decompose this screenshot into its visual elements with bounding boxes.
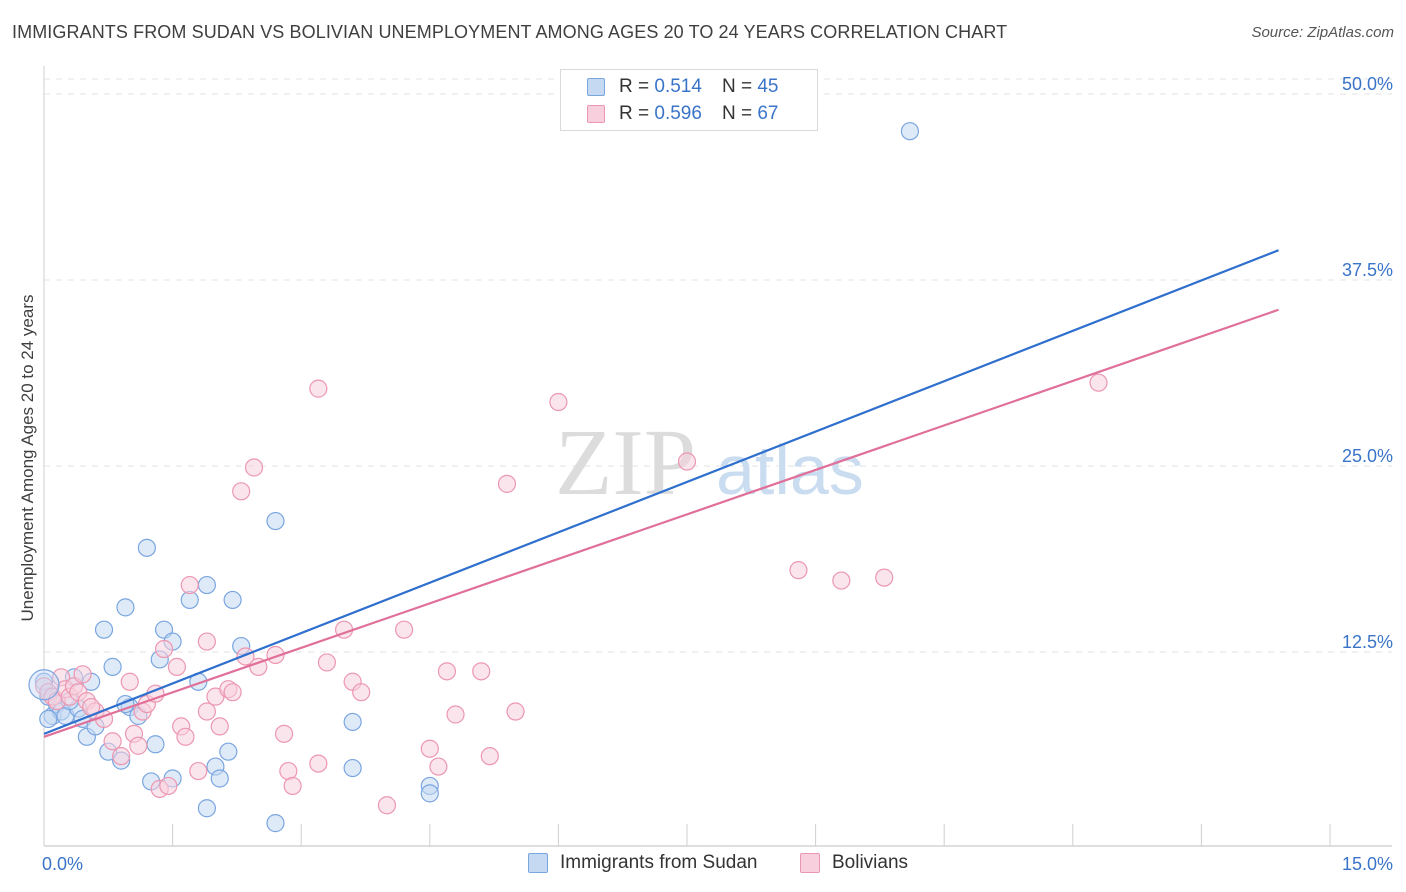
grid-layer	[44, 78, 1392, 653]
bolivian-point	[480, 747, 499, 766]
sudan-point	[146, 735, 165, 754]
points-layer	[28, 89, 1108, 833]
sudan-point	[103, 657, 122, 676]
sudan-point	[900, 122, 920, 141]
bolivian-point	[832, 571, 851, 590]
bolivian-point	[159, 776, 178, 796]
bolivian-point	[497, 474, 517, 493]
bolivian-point	[223, 683, 242, 702]
bolivian-point	[120, 672, 139, 691]
bolivian-point	[210, 717, 229, 736]
sudan-point	[137, 538, 156, 557]
bottom-legend-swatch-bolivians	[800, 853, 820, 873]
legend-row-bolivians: R = 0.596 N = 67	[587, 102, 778, 126]
legend-swatch-sudan	[587, 78, 605, 96]
sudan-point	[223, 590, 242, 610]
bolivian-point	[244, 458, 264, 477]
legend-swatch-bolivians	[587, 105, 605, 123]
bolivian-point	[677, 452, 697, 471]
sudan-point	[94, 620, 114, 639]
legend-r-value: 0.596	[654, 103, 702, 124]
x-tick-label: 15.0%	[1342, 854, 1393, 874]
bolivian-point	[112, 747, 131, 766]
y-tick-label: 12.5%	[1342, 632, 1393, 652]
bolivian-point	[377, 796, 397, 815]
tick-labels: 12.5% 25.0% 37.5% 50.0% 0.0% 15.0%	[42, 74, 1393, 874]
legend-n-value: 67	[757, 103, 779, 124]
bolivian-point	[446, 705, 465, 724]
y-tick-label: 25.0%	[1342, 446, 1393, 466]
sudan-point	[39, 709, 58, 729]
bolivian-point	[309, 754, 328, 773]
bolivian-point	[180, 575, 199, 595]
bolivian-point	[249, 657, 268, 676]
bolivian-point	[394, 620, 414, 639]
bolivian-point	[283, 776, 302, 796]
sudan-point	[197, 799, 216, 818]
bolivian-point	[103, 732, 122, 751]
sudan-trend-line	[43, 249, 1279, 735]
bolivian-point	[1089, 373, 1108, 392]
y-axis-label: Unemployment Among Ages 20 to 24 years	[18, 294, 37, 622]
bolivian-point	[274, 724, 294, 743]
bottom-legend-sudan: Immigrants from Sudan	[528, 852, 757, 874]
y-tick-label: 50.0%	[1342, 74, 1393, 94]
chart-title: IMMIGRANTS FROM SUDAN VS BOLIVIAN UNEMPL…	[12, 22, 1008, 42]
sudan-point	[266, 511, 285, 531]
bolivian-point	[189, 761, 208, 781]
x-tick-label: 0.0%	[42, 854, 83, 874]
sudan-point	[210, 769, 229, 788]
sudan-point	[28, 669, 60, 701]
legend-r-value: 0.514	[654, 76, 702, 97]
legend-n-label: N =	[721, 103, 753, 124]
bolivian-point	[197, 632, 216, 651]
sudan-point	[343, 712, 362, 732]
sudan-point	[266, 814, 285, 833]
bolivian-point	[154, 639, 174, 659]
bolivian-point	[167, 657, 186, 676]
sudan-point	[219, 742, 238, 761]
watermark-zip: ZIP	[555, 411, 696, 515]
sudan-point	[197, 575, 216, 595]
bolivian-point	[875, 568, 894, 587]
sudan-point	[343, 758, 362, 778]
legend-r-label: R =	[619, 103, 650, 124]
watermark: ZIP atlas	[555, 411, 864, 515]
bolivian-point	[429, 757, 448, 776]
bolivian-point	[789, 561, 808, 580]
bolivian-point	[129, 736, 148, 755]
bolivian-point	[197, 702, 216, 721]
legend-row-sudan: R = 0.514 N = 45	[587, 75, 778, 99]
bolivian-point	[352, 683, 371, 702]
bolivian-point	[309, 379, 328, 398]
legend-n-value: 45	[757, 76, 779, 97]
bolivian-point	[317, 653, 337, 672]
source-label: Source: ZipAtlas.com	[1251, 24, 1394, 41]
bolivian-point	[73, 665, 92, 684]
stats-legend: R = 0.514 N = 45 R = 0.596 N = 67	[560, 69, 818, 131]
bolivian-point	[472, 662, 491, 681]
bolivian-point	[506, 702, 525, 721]
bolivian-point	[420, 739, 439, 758]
bolivian-point	[549, 392, 568, 412]
sudan-point	[116, 598, 135, 617]
sudan-point	[420, 784, 439, 803]
bottom-legend-label-sudan: Immigrants from Sudan	[560, 852, 758, 873]
bottom-legend-bolivians: Bolivians	[800, 852, 908, 874]
legend-r-label: R =	[619, 76, 650, 97]
legend-n-label: N =	[721, 76, 753, 97]
y-tick-label: 37.5%	[1342, 260, 1393, 280]
bolivian-point	[437, 662, 457, 681]
bottom-legend-swatch-sudan	[528, 853, 548, 873]
trend-layer	[43, 249, 1279, 738]
bolivian-point	[232, 482, 251, 501]
bolivian-trend-line	[43, 308, 1279, 738]
bolivian-point	[176, 727, 195, 746]
bottom-legend-label-bolivians: Bolivians	[832, 852, 909, 873]
